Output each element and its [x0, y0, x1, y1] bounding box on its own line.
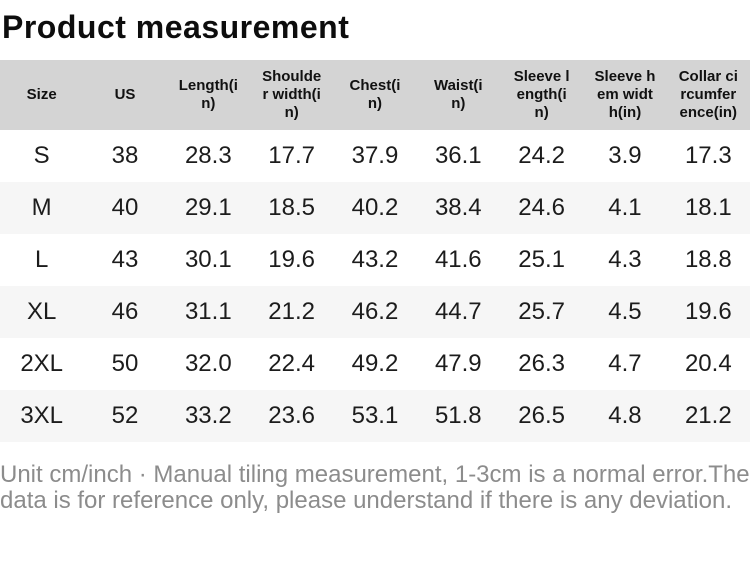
value-cell: 4.1 — [583, 182, 667, 234]
value-cell: 4.5 — [583, 286, 667, 338]
value-cell: 49.2 — [351, 350, 399, 377]
value-cell: 26.5 — [499, 390, 584, 442]
size-cell: 2XL — [20, 350, 64, 377]
value-cell: 43 — [111, 246, 139, 273]
value-cell: 40 — [83, 182, 167, 234]
value-cell: 17.3 — [684, 142, 732, 169]
value-cell: 46.2 — [333, 286, 417, 338]
value-cell: 33.2 — [166, 390, 250, 442]
value-cell: 4.7 — [608, 350, 642, 377]
value-cell: 25.1 — [518, 246, 565, 273]
value-cell: 4.3 — [608, 246, 642, 273]
size-cell: S — [33, 142, 50, 169]
column-header: Length(in) — [166, 60, 250, 130]
value-cell: 28.3 — [184, 142, 232, 169]
table-row: S 38 28.3 17.7 37.9 36.1 24.2 3.9 17.3 — [0, 130, 750, 182]
value-cell: 19.6 — [268, 246, 315, 273]
column-header: US — [83, 60, 167, 130]
size-cell: 3XL — [0, 390, 84, 442]
column-header: Waist(in) — [416, 60, 500, 130]
size-cell: L — [34, 246, 49, 273]
table-row: XL 46 31.1 21.2 46.2 44.7 25.7 4.5 19.6 — [0, 286, 750, 338]
column-header: Sleeve hem width(in) — [583, 60, 667, 130]
header-row: Size US Length(in) Shoulder width(in) Chest(… — [0, 60, 750, 130]
value-cell: 21.2 — [249, 286, 334, 338]
value-cell: 53.1 — [333, 390, 417, 442]
table-row: 3XL 52 33.2 23.6 53.1 51.8 26.5 4.8 21.2 — [0, 390, 750, 442]
table-row: M 40 29.1 18.5 40.2 38.4 24.6 4.1 18.1 — [0, 182, 750, 234]
value-cell: 30.1 — [184, 246, 232, 273]
value-cell: 38 — [111, 142, 139, 169]
value-cell: 18.1 — [666, 182, 750, 234]
value-cell: 40.2 — [333, 182, 417, 234]
size-cell: XL — [0, 286, 84, 338]
value-cell: 51.8 — [416, 390, 500, 442]
value-cell: 43.2 — [351, 246, 399, 273]
size-cell: M — [0, 182, 84, 234]
value-cell: 21.2 — [666, 390, 750, 442]
table-row: L 43 30.1 19.6 43.2 41.6 25.1 4.3 18.8 — [0, 234, 750, 286]
value-cell: 37.9 — [351, 142, 399, 169]
value-cell: 47.9 — [434, 350, 482, 377]
value-cell: 20.4 — [684, 350, 732, 377]
value-cell: 18.8 — [684, 246, 732, 273]
column-header: Collar circumference(in) — [666, 60, 750, 130]
value-cell: 31.1 — [166, 286, 250, 338]
column-header: Sleeve length(in) — [499, 60, 584, 130]
value-cell: 4.8 — [583, 390, 667, 442]
value-cell: 19.6 — [666, 286, 750, 338]
value-cell: 46 — [83, 286, 167, 338]
value-cell: 52 — [83, 390, 167, 442]
column-header: Size — [0, 60, 84, 130]
column-header: Chest(in) — [333, 60, 417, 130]
value-cell: 3.9 — [608, 142, 642, 169]
value-cell: 32.0 — [184, 350, 232, 377]
column-header: Shoulder width(in) — [249, 60, 334, 130]
value-cell: 23.6 — [249, 390, 334, 442]
value-cell: 18.5 — [249, 182, 334, 234]
measurement-table: Size US Length(in) Shoulder width(in) Chest(… — [0, 60, 750, 442]
value-cell: 29.1 — [166, 182, 250, 234]
value-cell: 24.6 — [499, 182, 584, 234]
table-header: Size US Length(in) Shoulder width(in) Chest(… — [0, 60, 750, 130]
value-cell: 24.2 — [518, 142, 565, 169]
value-cell: 17.7 — [268, 142, 315, 169]
value-cell: 25.7 — [499, 286, 584, 338]
value-cell: 26.3 — [518, 350, 565, 377]
table-body: S 38 28.3 17.7 37.9 36.1 24.2 3.9 17.3 M 40 29.1 18.… — [0, 130, 750, 442]
value-cell: 36.1 — [434, 142, 482, 169]
value-cell: 50 — [111, 350, 139, 377]
value-cell: 38.4 — [416, 182, 500, 234]
value-cell: 44.7 — [416, 286, 500, 338]
table-row: 2XL 50 32.0 22.4 49.2 47.9 26.3 4.7 20.4 — [0, 338, 750, 390]
unit-disclaimer-note: Unit cm/inch · Manual tiling measurement… — [0, 461, 750, 514]
value-cell: 22.4 — [268, 350, 315, 377]
page-title: Product measurement — [2, 9, 350, 45]
value-cell: 41.6 — [434, 246, 482, 273]
